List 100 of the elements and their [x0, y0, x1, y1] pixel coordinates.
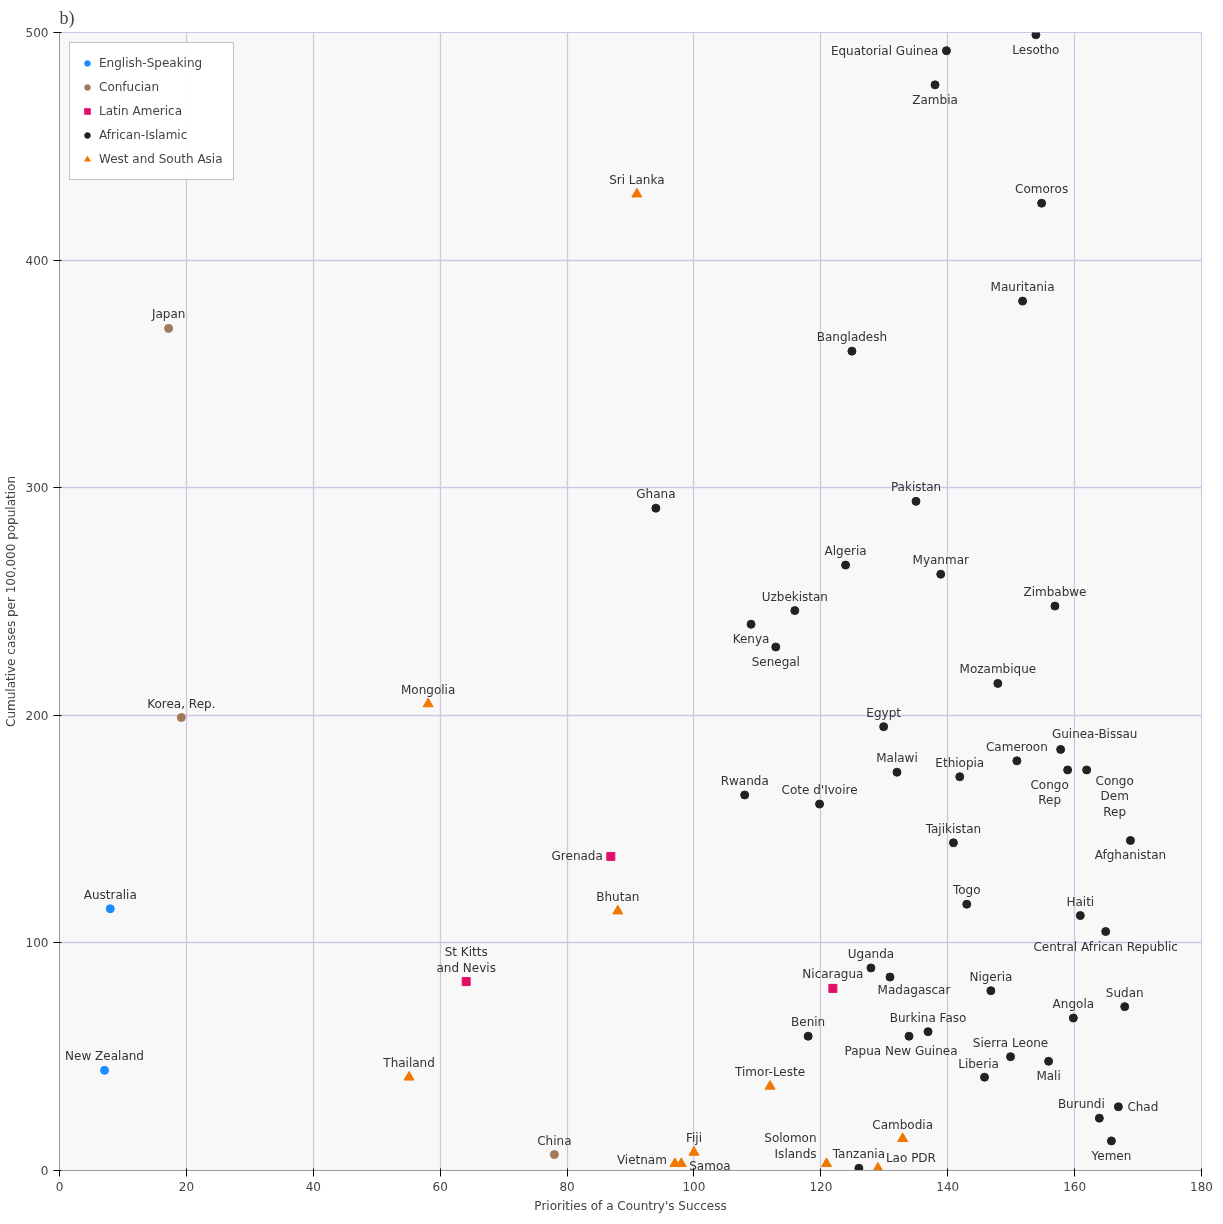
y-tick-label: 200 — [25, 708, 49, 723]
annotation: Bangladesh — [816, 330, 888, 345]
annotation: Angola — [1052, 997, 1095, 1012]
y-axis-title: Cumulative cases per 100,000 population — [3, 476, 18, 727]
annotation: Yemen — [1090, 1148, 1132, 1163]
annotation: Japan — [150, 307, 186, 322]
point — [993, 678, 1003, 688]
annotation: Sierra Leone — [972, 1035, 1049, 1050]
point — [936, 569, 946, 579]
x-tick-label: 140 — [936, 1179, 960, 1194]
x-tick-label: 80 — [559, 1179, 575, 1194]
annotation: Mozambique — [959, 662, 1037, 677]
point — [930, 80, 940, 90]
x-axis-title: Priorities of a Country's Success — [534, 1198, 727, 1213]
point — [815, 799, 825, 809]
point — [1050, 601, 1060, 611]
legend-label: Latin America — [99, 104, 182, 118]
x-tick-label: 20 — [178, 1179, 195, 1194]
annotation: Madagascar — [877, 983, 951, 998]
point — [688, 1146, 700, 1156]
annotation: Senegal — [751, 655, 800, 670]
x-tick-label: 180 — [1190, 1179, 1213, 1194]
annotation: St Kitts and Nevis — [436, 945, 496, 975]
point — [675, 1157, 687, 1168]
annotation: Mali — [1036, 1069, 1061, 1084]
x-tick-label: 120 — [809, 1179, 833, 1194]
annotation: Uzbekistan — [761, 589, 828, 604]
legend-label: English-Speaking — [99, 56, 203, 70]
point — [1006, 1052, 1016, 1062]
point — [923, 1027, 933, 1037]
point — [955, 772, 965, 782]
point — [549, 1150, 559, 1160]
x-tick-label: 60 — [432, 1179, 448, 1194]
point — [1056, 744, 1066, 754]
annotation: Timor-Leste — [734, 1065, 806, 1080]
point — [892, 767, 902, 777]
point — [1063, 765, 1073, 775]
x-tick-label: 0 — [55, 1179, 64, 1194]
annotation: Ghana — [636, 487, 676, 502]
annotation: Lao PDR — [885, 1151, 936, 1166]
annotation: Nicaragua — [802, 967, 864, 982]
point — [1106, 1136, 1116, 1146]
point — [164, 323, 174, 333]
annotation: Burkina Faso — [889, 1010, 967, 1025]
point — [1018, 296, 1028, 306]
annotation: Liberia — [958, 1057, 999, 1072]
point — [897, 1132, 909, 1143]
annotation: Grenada — [551, 849, 603, 864]
point — [1120, 1002, 1130, 1012]
annotation: Cameroon — [985, 739, 1048, 754]
annotation: Haiti — [1066, 894, 1095, 909]
annotation: Myanmar — [912, 553, 970, 568]
annotation: Algeria — [824, 544, 867, 559]
annotation: Mongolia — [400, 682, 456, 697]
annotation: Chad — [1127, 1099, 1159, 1114]
point — [879, 722, 889, 732]
point — [771, 642, 781, 652]
point — [100, 1065, 110, 1075]
point — [1125, 835, 1135, 845]
point — [746, 619, 756, 629]
point — [105, 904, 115, 914]
annotation: Australia — [83, 887, 137, 902]
point — [1094, 1113, 1104, 1123]
point — [1044, 1056, 1054, 1066]
annotation: Congo Dem Rep — [1095, 773, 1134, 819]
legend-label: Confucian — [99, 80, 160, 94]
annotation: Papua New Guinea — [844, 1044, 958, 1059]
point — [651, 503, 661, 513]
annotation: Central African Republic — [1033, 939, 1178, 954]
annotation: Malawi — [876, 751, 918, 766]
annotation: New Zealand — [65, 1049, 144, 1064]
annotation: Zimbabwe — [1023, 585, 1087, 600]
legend-label: African-Islamic — [99, 128, 188, 142]
point — [1101, 927, 1111, 937]
annotation: Sri Lanka — [609, 173, 665, 188]
y-tick-label: 100 — [25, 936, 49, 951]
annotation: Benin — [791, 1015, 826, 1030]
point — [941, 46, 951, 56]
annotation: Fiji — [685, 1131, 702, 1146]
point — [1113, 1102, 1123, 1112]
x-tick-label: 40 — [305, 1179, 321, 1194]
annotation: Zambia — [912, 92, 958, 107]
annotation: Ethiopia — [935, 755, 985, 770]
point — [403, 1070, 415, 1081]
annotation: Equatorial Guinea — [830, 43, 939, 58]
annotation: Bhutan — [596, 890, 640, 905]
point — [885, 972, 895, 982]
point — [1012, 756, 1022, 766]
annotation: Uganda — [847, 946, 895, 961]
point — [847, 346, 857, 356]
annotation: Guinea-Bissau — [1051, 727, 1138, 742]
point — [821, 1157, 833, 1168]
annotation: Egypt — [866, 705, 902, 720]
annotation: Solomon Islands — [764, 1131, 817, 1161]
annotation: Pakistan — [890, 480, 942, 495]
x-tick-label: 160 — [1063, 1179, 1087, 1194]
point — [962, 899, 972, 909]
annotation: Lesotho — [1012, 42, 1060, 57]
point — [854, 1163, 864, 1171]
annotation: Rwanda — [720, 773, 769, 788]
